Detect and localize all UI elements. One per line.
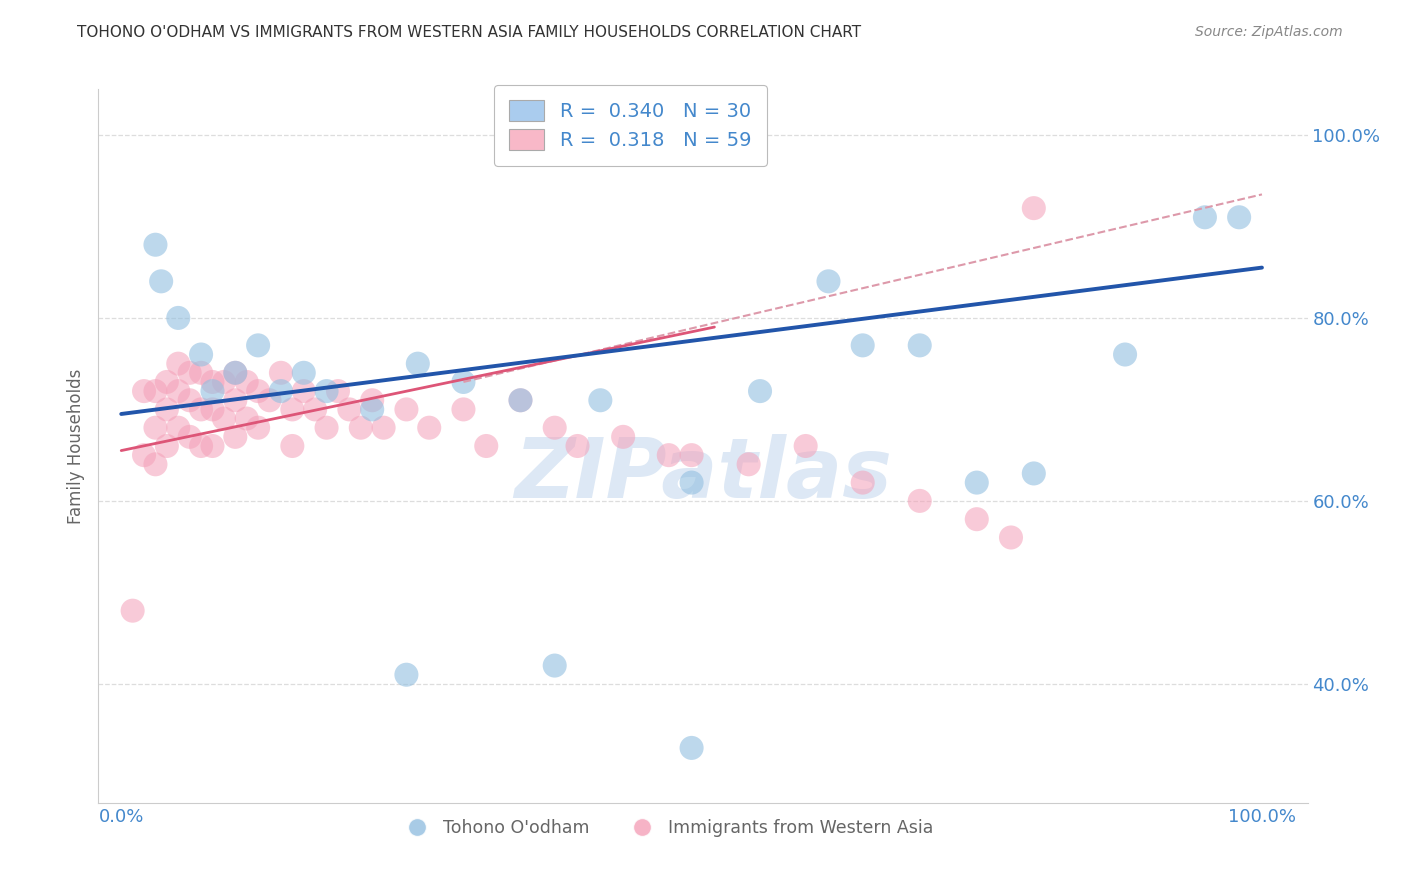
Point xyxy=(737,458,759,472)
Point xyxy=(121,604,143,618)
Point xyxy=(190,347,212,361)
Point xyxy=(167,357,190,371)
Point xyxy=(395,667,418,681)
Point xyxy=(224,366,246,380)
Point xyxy=(179,430,201,444)
Text: ZIPatlas: ZIPatlas xyxy=(515,434,891,515)
Legend: Tohono O'odham, Immigrants from Western Asia: Tohono O'odham, Immigrants from Western … xyxy=(394,813,941,844)
Point xyxy=(145,384,167,398)
Y-axis label: Family Households: Family Households xyxy=(66,368,84,524)
Point xyxy=(179,366,201,380)
Point xyxy=(908,338,931,352)
Point xyxy=(190,366,212,380)
Point xyxy=(681,740,703,755)
Point xyxy=(658,448,681,462)
Point xyxy=(1000,531,1022,545)
Point xyxy=(509,393,531,408)
Point xyxy=(1114,347,1136,361)
Point xyxy=(315,420,337,434)
Point xyxy=(224,393,246,408)
Text: TOHONO O'ODHAM VS IMMIGRANTS FROM WESTERN ASIA FAMILY HOUSEHOLDS CORRELATION CHA: TOHONO O'ODHAM VS IMMIGRANTS FROM WESTER… xyxy=(77,25,862,40)
Point xyxy=(966,512,988,526)
Point xyxy=(190,439,212,453)
Point xyxy=(544,420,567,434)
Point xyxy=(270,366,292,380)
Point xyxy=(179,393,201,408)
Point xyxy=(132,448,155,462)
Point xyxy=(292,384,315,398)
Point xyxy=(132,384,155,398)
Point xyxy=(1022,467,1045,481)
Point xyxy=(304,402,326,417)
Point xyxy=(212,411,235,425)
Point xyxy=(509,393,531,408)
Point xyxy=(190,402,212,417)
Point xyxy=(373,420,395,434)
Point xyxy=(201,402,224,417)
Point xyxy=(201,384,224,398)
Text: Source: ZipAtlas.com: Source: ZipAtlas.com xyxy=(1195,25,1343,39)
Point xyxy=(453,375,475,389)
Point xyxy=(475,439,498,453)
Point xyxy=(1194,211,1216,225)
Point xyxy=(589,393,612,408)
Point xyxy=(326,384,349,398)
Point xyxy=(235,375,257,389)
Point xyxy=(1227,211,1250,225)
Point xyxy=(156,375,179,389)
Point xyxy=(145,237,167,252)
Point xyxy=(908,494,931,508)
Point xyxy=(612,430,634,444)
Point xyxy=(201,439,224,453)
Point xyxy=(281,439,304,453)
Point xyxy=(292,366,315,380)
Point xyxy=(156,439,179,453)
Point xyxy=(395,402,418,417)
Point xyxy=(681,475,703,490)
Point xyxy=(966,475,988,490)
Point xyxy=(544,658,567,673)
Point xyxy=(1022,201,1045,215)
Point xyxy=(224,366,246,380)
Point xyxy=(681,448,703,462)
Point xyxy=(247,338,270,352)
Point xyxy=(150,274,173,288)
Point xyxy=(817,274,839,288)
Point xyxy=(337,402,360,417)
Point xyxy=(270,384,292,398)
Point xyxy=(852,338,875,352)
Point xyxy=(852,475,875,490)
Point xyxy=(315,384,337,398)
Point xyxy=(350,420,373,434)
Point xyxy=(145,420,167,434)
Point xyxy=(235,411,257,425)
Point xyxy=(247,384,270,398)
Point xyxy=(361,402,384,417)
Point xyxy=(406,357,429,371)
Point xyxy=(749,384,772,398)
Point xyxy=(281,402,304,417)
Point xyxy=(167,420,190,434)
Point xyxy=(156,402,179,417)
Point xyxy=(453,402,475,417)
Point xyxy=(418,420,440,434)
Point xyxy=(259,393,281,408)
Point xyxy=(361,393,384,408)
Point xyxy=(567,439,589,453)
Point xyxy=(224,430,246,444)
Point xyxy=(794,439,817,453)
Point xyxy=(167,310,190,325)
Point xyxy=(212,375,235,389)
Point xyxy=(167,384,190,398)
Point xyxy=(247,420,270,434)
Point xyxy=(145,458,167,472)
Point xyxy=(201,375,224,389)
